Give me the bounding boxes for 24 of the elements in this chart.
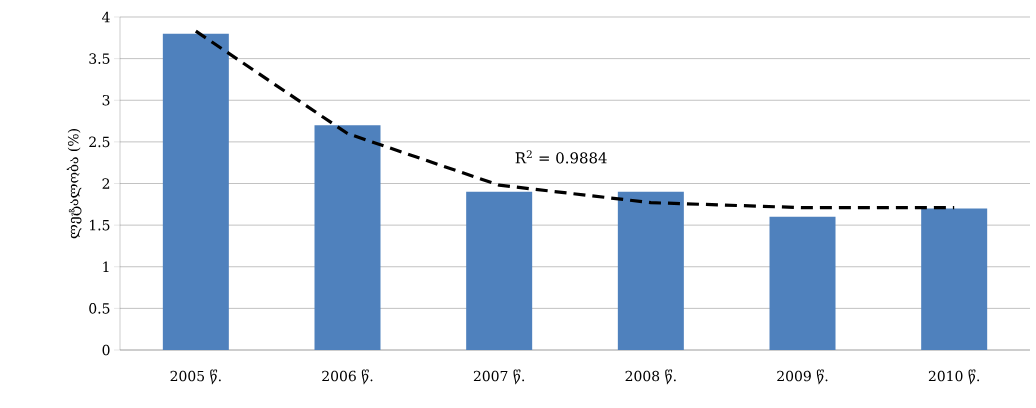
x-tick-label: 2005 წ. [170, 369, 221, 385]
y-tick-label: 1 [103, 261, 109, 272]
bar [466, 191, 533, 350]
annotation: R$^{2}$ = 0.9884 [515, 150, 607, 164]
y-tick-label: 3 [102, 94, 110, 106]
y-tick-label: 0.5 [89, 303, 110, 314]
y-tick-label: 4 [102, 11, 110, 23]
y-tick-label: 0 [102, 344, 110, 356]
y-tick-label: 2.5 [89, 136, 110, 148]
y-axis-title: ლეტალობა (%) [66, 129, 82, 239]
bar [314, 125, 381, 350]
bar [921, 208, 988, 350]
bar [617, 191, 684, 350]
x-tick-label: 2006 წ. [322, 369, 373, 385]
line-series [194, 29, 956, 210]
bar [162, 33, 229, 350]
x-tick-label: 2009 წ. [777, 369, 828, 385]
y-tick-label: 1.5 [90, 219, 110, 231]
y-tick-label: 2 [102, 178, 110, 189]
x-tick-label: 2010 წ. [928, 369, 980, 385]
x-tick-label: 2007 წ. [473, 369, 525, 385]
y-tick-label: 3.5 [89, 53, 110, 64]
x-tick-label: 2008 წ. [625, 369, 676, 385]
bar [769, 216, 836, 350]
